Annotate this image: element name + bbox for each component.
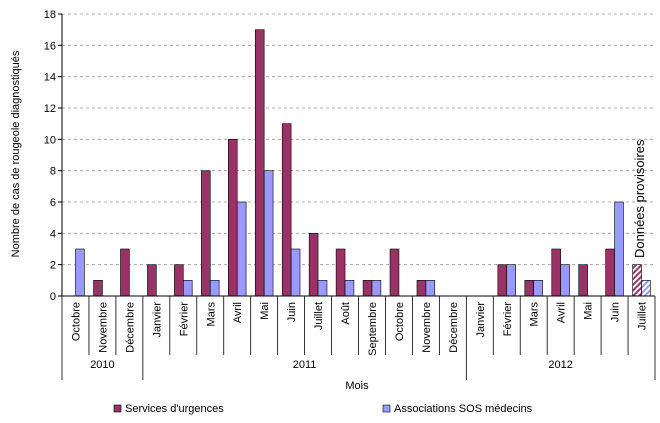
- gridlines: [62, 13, 655, 266]
- bars: [75, 29, 651, 297]
- bar-services-urgences: [497, 264, 508, 297]
- x-axis-title: Mois: [345, 380, 369, 392]
- bar-services-urgences: [228, 139, 238, 297]
- y-tick-label: 18: [44, 9, 56, 21]
- x-category-label: Décembre: [448, 302, 460, 353]
- bar-services-urgences: [632, 264, 642, 297]
- y-tick-labels: 0 2 4 6 8 10 12 14 16 18: [44, 9, 62, 303]
- bar-sos-medecins: [236, 201, 247, 297]
- x-category-label: Janvier: [151, 302, 163, 338]
- bar-sos-medecins: [344, 280, 355, 297]
- x-category-label: Octobre: [70, 302, 82, 341]
- provisional-annotation: Données provisoires: [632, 139, 647, 258]
- x-category-label: Février: [178, 302, 190, 337]
- x-category-label: Mai: [583, 302, 595, 320]
- bar-services-urgences: [281, 123, 292, 297]
- bar-services-urgences: [93, 280, 103, 297]
- bar-sos-medecins: [371, 280, 382, 297]
- y-tick-label: 4: [50, 228, 56, 240]
- year-label: 2012: [548, 359, 572, 371]
- bar-sos-medecins: [182, 280, 193, 297]
- y-tick-label: 12: [44, 103, 56, 115]
- x-category-label: Août: [340, 302, 352, 325]
- bar-services-urgences: [389, 248, 400, 297]
- year-label: 2010: [90, 359, 114, 371]
- bar-sos-medecins: [506, 264, 516, 297]
- x-category-label: Mai: [259, 302, 271, 320]
- x-category-label: Mars: [205, 302, 217, 327]
- y-tick-label: 14: [44, 72, 56, 84]
- bar-services-urgences: [254, 29, 265, 297]
- x-category-label: Juin: [286, 302, 298, 322]
- bar-services-urgences: [201, 170, 211, 297]
- x-category-label: Juillet: [637, 302, 649, 330]
- x-category-label: Juillet: [313, 302, 325, 330]
- bar-sos-medecins: [263, 170, 274, 297]
- bar-sos-medecins: [641, 280, 651, 297]
- x-category-label: Novembre: [421, 302, 433, 353]
- y-tick-label: 6: [50, 197, 56, 209]
- bar-services-urgences: [174, 264, 184, 297]
- bar-sos-medecins: [317, 280, 328, 297]
- bar-sos-medecins: [75, 248, 85, 297]
- y-tick-label: 2: [50, 260, 56, 272]
- bar-sos-medecins: [209, 280, 220, 297]
- x-category-label: Décembre: [124, 302, 136, 353]
- y-tick-label: 8: [50, 166, 56, 178]
- bar-services-urgences: [308, 233, 319, 297]
- bar-sos-medecins: [614, 201, 624, 297]
- legend-label-sos-medecins: Associations SOS médecins: [394, 403, 533, 415]
- bar-sos-medecins: [425, 280, 436, 297]
- x-category-label: Avril: [556, 302, 568, 323]
- bar-services-urgences: [551, 248, 561, 297]
- bar-sos-medecins: [290, 248, 301, 297]
- x-category-label: Octobre: [394, 302, 406, 341]
- x-category-label: Juin: [610, 302, 622, 322]
- bar-services-urgences: [362, 280, 373, 297]
- x-category-label: Février: [502, 302, 514, 337]
- axes: [61, 14, 656, 355]
- x-category-label: Mars: [529, 302, 541, 327]
- bar-services-urgences: [524, 280, 535, 297]
- y-tick-label: 0: [50, 291, 56, 303]
- x-category-label: Septembre: [367, 302, 379, 356]
- x-category-label: Avril: [232, 302, 244, 323]
- bar-services-urgences: [416, 280, 427, 297]
- bar-services-urgences: [120, 248, 130, 297]
- bar-services-urgences: [335, 248, 346, 297]
- bar-sos-medecins: [533, 280, 543, 297]
- legend-swatch-services-urgences: [113, 404, 122, 413]
- legend: Services d'urgences Associations SOS méd…: [113, 403, 533, 415]
- bar-services-urgences: [605, 248, 615, 297]
- year-label: 2011: [293, 359, 317, 371]
- legend-swatch-sos-medecins: [382, 404, 391, 413]
- year-group-labels: 2010 2011 2012: [61, 355, 656, 380]
- bar-services-urgences: [578, 264, 588, 297]
- x-category-label: Novembre: [97, 302, 109, 353]
- bar-services-urgences: [147, 264, 157, 297]
- y-axis-title: Nombre de cas de rougeole diagnostiqués: [10, 50, 22, 257]
- y-tick-label: 16: [44, 40, 56, 52]
- bar-sos-medecins: [560, 264, 570, 297]
- y-tick-label: 10: [44, 134, 56, 146]
- x-category-labels: Octobre Novembre Décembre Janvier Février Mar…: [70, 302, 648, 356]
- legend-label-services-urgences: Services d'urgences: [125, 403, 224, 415]
- x-category-label: Janvier: [475, 302, 487, 338]
